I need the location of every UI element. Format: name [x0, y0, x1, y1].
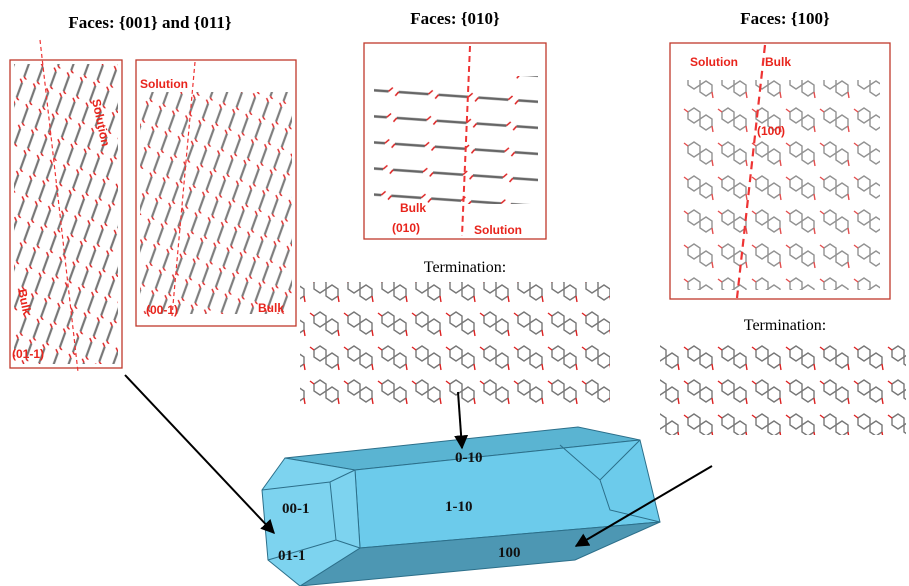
molecules — [374, 76, 538, 204]
molecules — [660, 345, 906, 435]
label: Solution — [140, 77, 188, 91]
label: Bulk — [400, 201, 426, 215]
label: (010) — [392, 221, 420, 235]
arrow — [454, 391, 469, 450]
face-label: 00-1 — [282, 501, 310, 517]
face-label: 100 — [498, 545, 521, 561]
panel-title: Faces: {010} — [410, 9, 500, 28]
label: Solution — [690, 55, 738, 69]
molecules — [680, 80, 880, 290]
label: Bulk — [15, 288, 34, 317]
interface-line — [171, 61, 196, 317]
interface-line — [735, 44, 767, 299]
termination-label: Termination: — [744, 317, 826, 334]
molecules — [300, 282, 610, 412]
molecules — [14, 64, 118, 364]
label: (01-1) — [12, 347, 44, 361]
face-label: 01-1 — [278, 548, 306, 564]
label: Bulk — [258, 301, 284, 315]
face-label: 1-10 — [445, 499, 473, 515]
label: (00-1) — [146, 303, 178, 317]
label: Solution — [474, 223, 522, 237]
interface-line — [461, 45, 471, 237]
face-label: 0-10 — [455, 450, 483, 466]
arrow — [124, 374, 275, 535]
molecules — [140, 92, 292, 314]
panel-title: Faces: {100} — [740, 9, 830, 28]
termination-label: Termination: — [424, 259, 506, 276]
panel-title: Faces: {001} and {011} — [68, 13, 232, 32]
arrow — [574, 465, 713, 547]
label: (100) — [757, 124, 785, 138]
label: Bulk — [765, 55, 791, 69]
